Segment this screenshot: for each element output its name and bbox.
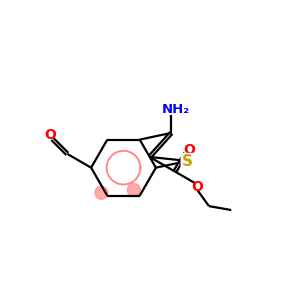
Text: O: O [44, 128, 56, 142]
Circle shape [127, 183, 140, 196]
Text: O: O [183, 143, 195, 157]
Text: O: O [191, 180, 203, 194]
Circle shape [95, 186, 108, 199]
Text: S: S [182, 154, 193, 169]
Text: NH₂: NH₂ [162, 103, 190, 116]
